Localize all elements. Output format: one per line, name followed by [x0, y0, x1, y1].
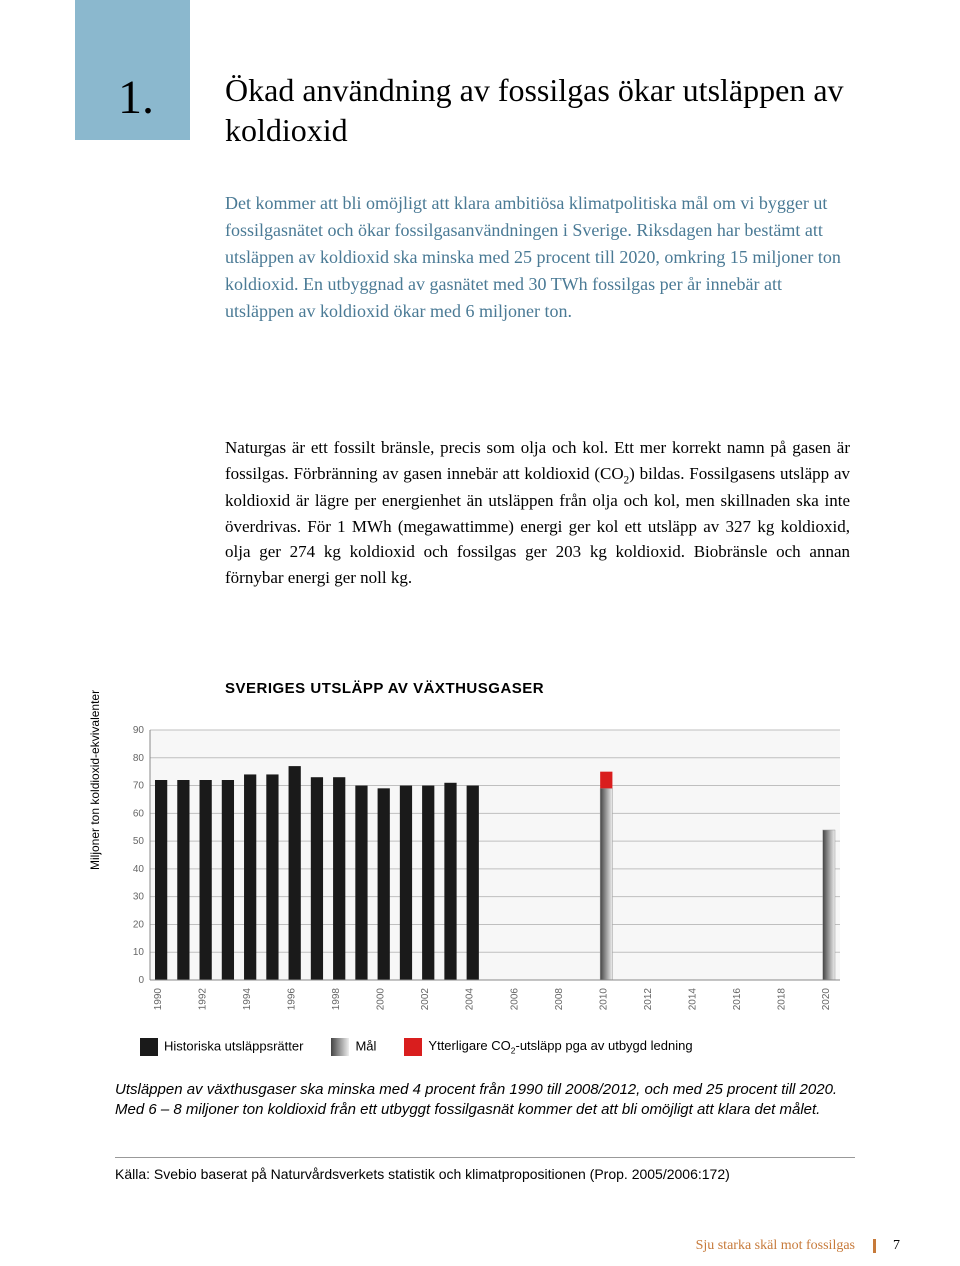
svg-text:2016: 2016 — [732, 988, 743, 1011]
svg-text:2004: 2004 — [465, 988, 476, 1011]
svg-text:1998: 1998 — [331, 988, 342, 1011]
svg-text:2012: 2012 — [643, 988, 654, 1011]
svg-text:0: 0 — [138, 975, 144, 986]
svg-text:2002: 2002 — [420, 988, 431, 1011]
svg-text:2014: 2014 — [687, 988, 698, 1011]
svg-text:1996: 1996 — [287, 988, 298, 1011]
svg-text:2010: 2010 — [598, 988, 609, 1011]
svg-text:90: 90 — [133, 725, 145, 736]
legend-item: Historiska utsläppsrätter — [140, 1038, 303, 1056]
svg-text:60: 60 — [133, 808, 145, 819]
chart-caption: Utsläppen av växthusgaser ska minska med… — [115, 1080, 855, 1121]
svg-text:2018: 2018 — [776, 988, 787, 1011]
legend-label: Ytterligare CO2-utsläpp pga av utbygd le… — [428, 1038, 692, 1053]
section-number: 1. — [118, 70, 154, 125]
chart-y-axis-label: Miljoner ton koldioxid-ekvivalenter — [88, 690, 102, 870]
footer-page-number: 7 — [893, 1238, 900, 1253]
chart-source: Källa: Svebio baserat på Naturvårdsverke… — [115, 1165, 855, 1183]
svg-text:1994: 1994 — [242, 988, 253, 1011]
svg-text:30: 30 — [133, 892, 145, 903]
svg-text:70: 70 — [133, 781, 145, 792]
svg-text:80: 80 — [133, 753, 145, 764]
divider — [115, 1157, 855, 1158]
svg-text:2006: 2006 — [509, 988, 520, 1011]
chart-legend: Historiska utsläppsrätter Mål Ytterligare … — [140, 1038, 860, 1056]
svg-text:40: 40 — [133, 864, 145, 875]
legend-swatch — [331, 1038, 349, 1056]
page-footer: Sju starka skäl mot fossilgas 7 — [0, 1238, 960, 1254]
svg-text:1992: 1992 — [198, 988, 209, 1011]
chart-title: SVERIGES UTSLÄPP AV VÄXTHUSGASER — [225, 680, 544, 697]
legend-label: Mål — [355, 1038, 376, 1053]
legend-item: Ytterligare CO2-utsläpp pga av utbygd le… — [404, 1038, 692, 1056]
legend-swatch — [140, 1038, 158, 1056]
svg-text:2020: 2020 — [821, 988, 832, 1011]
page-title: Ökad användning av fossilgas ökar utsläp… — [225, 70, 845, 150]
svg-text:20: 20 — [133, 919, 145, 930]
svg-text:2008: 2008 — [554, 988, 565, 1011]
intro-paragraph: Det kommer att bli omöjligt att klara am… — [225, 190, 845, 325]
legend-swatch — [404, 1038, 422, 1056]
svg-text:2000: 2000 — [376, 988, 387, 1011]
svg-text:1990: 1990 — [153, 988, 164, 1011]
svg-text:50: 50 — [133, 836, 145, 847]
emissions-chart: 0 10 20 30 40 50 60 70 80 90 1990 1992 1994 1996 1998 2… — [110, 720, 850, 1020]
legend-label: Historiska utsläppsrätter — [164, 1038, 303, 1053]
body-paragraph: Naturgas är ett fossilt bränsle, precis … — [225, 435, 850, 590]
legend-item: Mål — [331, 1038, 376, 1056]
footer-title: Sju starka skäl mot fossilgas — [696, 1238, 855, 1253]
svg-text:10: 10 — [133, 947, 145, 958]
footer-separator — [873, 1239, 876, 1253]
